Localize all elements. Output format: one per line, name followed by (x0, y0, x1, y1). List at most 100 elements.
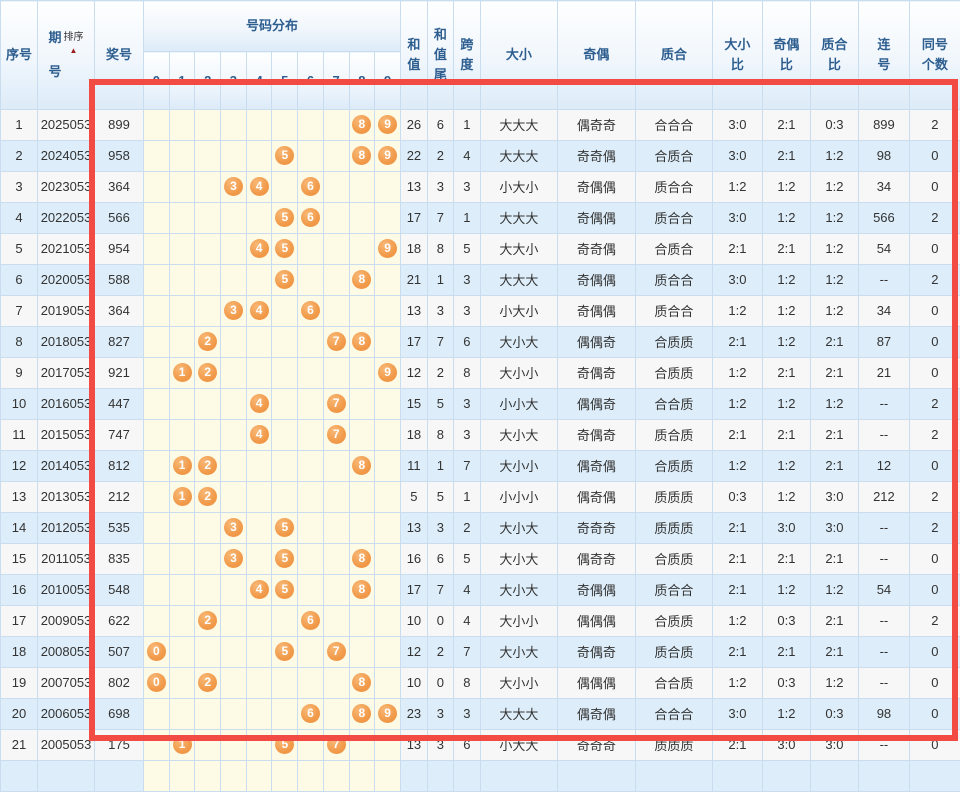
period-cell: 2012053 (38, 512, 95, 543)
digit-dist-cell-8 (349, 512, 375, 543)
parity-cell: 奇偶奇 (557, 419, 635, 450)
size-ratio-cell: 1:2 (712, 450, 762, 481)
span-cell: 4 (453, 140, 480, 171)
size-ratio-cell: 0:3 (712, 481, 762, 512)
same-count-cell (909, 760, 960, 791)
sum-tail-cell: 7 (427, 202, 453, 233)
sum-tail-cell: 3 (427, 729, 453, 760)
same-count-cell: 0 (909, 295, 960, 326)
digit-dist-cell-6 (298, 450, 324, 481)
digit-dist-cell-9 (375, 605, 401, 636)
digit-dist-cell-5: 5 (272, 140, 298, 171)
number-ball: 7 (327, 332, 346, 351)
digit-dist-cell-5 (272, 109, 298, 140)
col-header-size-ratio: 大小 比 (712, 1, 762, 110)
consecutive-cell: 34 (858, 295, 909, 326)
parity-cell: 偶偶奇 (557, 388, 635, 419)
digit-dist-cell-7 (323, 295, 349, 326)
prime-cell: 质质质 (635, 729, 712, 760)
prime-ratio-cell: 1:2 (810, 574, 858, 605)
prime-ratio-cell: 1:2 (810, 295, 858, 326)
digit-dist-cell-2: 2 (195, 667, 221, 698)
digit-dist-cell-5 (272, 667, 298, 698)
size-cell: 大大大 (480, 109, 557, 140)
consecutive-cell (858, 760, 909, 791)
sort-control[interactable]: 排序 ▲ (64, 30, 84, 55)
winning-number-cell: 364 (95, 295, 144, 326)
digit-dist-cell-7 (323, 264, 349, 295)
digit-dist-cell-8 (349, 388, 375, 419)
consecutive-cell: -- (858, 388, 909, 419)
sort-label: 排序 (64, 30, 84, 46)
digit-dist-cell-3 (221, 481, 247, 512)
span-cell: 4 (453, 574, 480, 605)
number-ball: 4 (250, 177, 269, 196)
col-header-digit-5: 5 (272, 52, 298, 110)
same-count-cell: 2 (909, 264, 960, 295)
same-count-cell: 0 (909, 357, 960, 388)
prime-ratio-cell: 2:1 (810, 419, 858, 450)
prime-ratio-cell: 1:2 (810, 388, 858, 419)
digit-dist-cell-3 (221, 636, 247, 667)
prime-ratio-cell: 2:1 (810, 326, 858, 357)
parity-cell: 偶奇偶 (557, 481, 635, 512)
digit-dist-cell-4: 4 (246, 233, 272, 264)
number-ball: 4 (250, 301, 269, 320)
digit-dist-cell-7 (323, 605, 349, 636)
winning-number-cell: 175 (95, 729, 144, 760)
number-ball: 0 (147, 673, 166, 692)
number-ball: 7 (327, 394, 346, 413)
number-ball: 4 (250, 425, 269, 444)
size-cell: 大小大 (480, 419, 557, 450)
consecutive-cell: -- (858, 605, 909, 636)
digit-dist-cell-4 (246, 326, 272, 357)
digit-dist-cell-9 (375, 419, 401, 450)
digit-dist-cell-0 (144, 450, 170, 481)
digit-dist-cell-2 (195, 512, 221, 543)
sum-tail-cell: 2 (427, 140, 453, 171)
digit-dist-cell-1 (169, 109, 195, 140)
parity-cell: 偶奇奇 (557, 109, 635, 140)
digit-dist-cell-6 (298, 760, 324, 791)
prime-ratio-cell: 1:2 (810, 233, 858, 264)
number-ball: 6 (301, 704, 320, 723)
number-ball: 9 (378, 704, 397, 723)
col-header-digit-7: 7 (323, 52, 349, 110)
digit-dist-cell-2 (195, 419, 221, 450)
digit-dist-cell-8 (349, 636, 375, 667)
number-ball: 8 (352, 115, 371, 134)
prime-cell: 质合质 (635, 636, 712, 667)
span-cell: 3 (453, 388, 480, 419)
parity-ratio-cell: 2:1 (762, 543, 810, 574)
size-ratio-cell: 1:2 (712, 605, 762, 636)
digit-dist-cell-5 (272, 698, 298, 729)
parity-ratio-cell: 1:2 (762, 326, 810, 357)
digit-dist-cell-4 (246, 202, 272, 233)
size-cell: 大小大 (480, 636, 557, 667)
digit-dist-cell-4 (246, 357, 272, 388)
prime-ratio-cell: 2:1 (810, 543, 858, 574)
sum-tail-cell: 3 (427, 698, 453, 729)
period-cell: 2008053 (38, 636, 95, 667)
digit-dist-cell-0 (144, 698, 170, 729)
digit-dist-cell-5: 5 (272, 202, 298, 233)
size-cell: 大小小 (480, 667, 557, 698)
sum-cell: 23 (400, 698, 427, 729)
digit-dist-cell-9 (375, 295, 401, 326)
prime-cell: 合合合 (635, 109, 712, 140)
prime-ratio-cell: 2:1 (810, 357, 858, 388)
sum-cell: 17 (400, 326, 427, 357)
parity-cell: 奇奇奇 (557, 512, 635, 543)
winning-number-cell: 921 (95, 357, 144, 388)
parity-cell: 奇偶偶 (557, 202, 635, 233)
winning-number-cell: 364 (95, 171, 144, 202)
prime-ratio-cell: 0:3 (810, 109, 858, 140)
digit-dist-cell-1 (169, 419, 195, 450)
parity-cell: 奇奇偶 (557, 233, 635, 264)
sum-cell: 18 (400, 419, 427, 450)
